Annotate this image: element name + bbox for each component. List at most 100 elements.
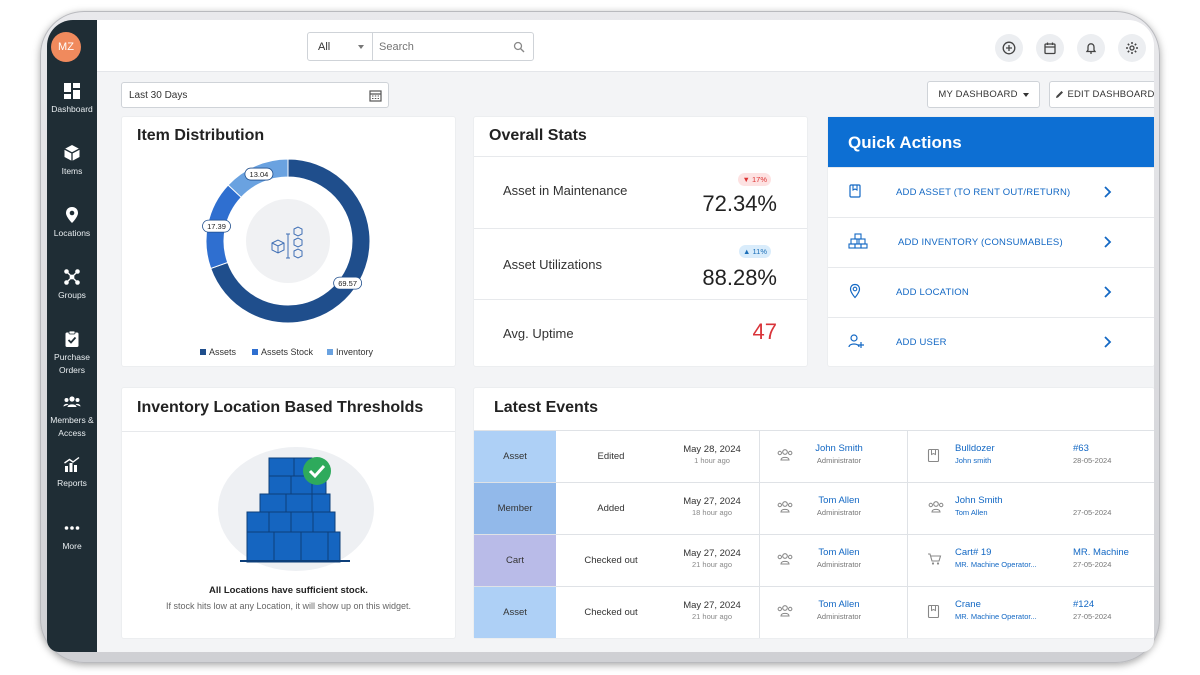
event-item-link[interactable]: Crane	[955, 599, 981, 610]
stat-row: Asset in Maintenance ▼ 17% 72.34%	[474, 156, 807, 228]
members-icon	[63, 396, 81, 407]
table-row[interactable]: Cart Checked out May 27, 2024 21 hour ago To…	[474, 534, 1154, 586]
event-item-link[interactable]: Cart# 19	[955, 547, 992, 558]
bell-icon	[1085, 43, 1097, 54]
column-divider	[907, 483, 908, 534]
sidebar-item-members-access[interactable]: Members & Access	[47, 393, 103, 439]
sidebar-item-label: Reports	[57, 478, 87, 488]
settings-button[interactable]	[1118, 34, 1146, 62]
event-time-ago: 21 hour ago	[691, 612, 733, 621]
donut-value-text: 69.57	[338, 279, 357, 288]
event-item-sub[interactable]: MR. Machine Operator...	[955, 560, 1037, 569]
groups-icon	[64, 269, 80, 285]
quick-action-add-location[interactable]: ADD LOCATION	[828, 267, 1154, 317]
edit-dashboard-button[interactable]: EDIT DASHBOARD	[1049, 81, 1154, 108]
quick-actions-card: Quick Actions ADD ASSET (TO RENT OUT/RET…	[828, 117, 1154, 366]
stat-value: 88.28%	[702, 265, 777, 290]
event-ref-link[interactable]: #124	[1073, 599, 1095, 610]
threshold-message: All Locations have sufficient stock.	[209, 585, 368, 596]
stat-row: Asset Utilizations ▲ 11% 88.28%	[474, 228, 807, 299]
sidebar-item-dashboard[interactable]: Dashboard	[47, 82, 103, 116]
quick-action-add-asset[interactable]: ADD ASSET (TO RENT OUT/RETURN)	[828, 167, 1154, 217]
stat-value: 47	[752, 319, 777, 344]
sidebar-item-reports[interactable]: Reports	[47, 456, 103, 490]
my-dashboard-button[interactable]: MY DASHBOARD	[927, 81, 1040, 108]
sidebar: MZ Dashboard Items Locations Groups Purc…	[47, 20, 97, 652]
add-circle-button[interactable]	[995, 34, 1023, 62]
people-icon	[777, 605, 793, 617]
event-item-sub[interactable]: John smith	[955, 456, 992, 465]
card-title: Overall Stats	[489, 127, 587, 144]
event-action: Checked out	[584, 607, 638, 618]
event-person-icon-wrap	[776, 448, 794, 467]
trend-down-badge: ▼ 17%	[738, 173, 771, 186]
item-distribution-card: Item Distribution 69.57 17.39 13.04 Assets…	[122, 117, 455, 366]
legend-swatch	[252, 349, 258, 355]
event-action: Edited	[597, 451, 625, 462]
event-person-link[interactable]: Tom Allen	[818, 495, 860, 506]
stat-value: 72.34%	[702, 191, 777, 216]
table-row[interactable]: Asset Checked out May 27, 2024 21 hour ago T…	[474, 586, 1154, 638]
my-dashboard-label: MY DASHBOARD	[938, 89, 1018, 100]
card-title: Item Distribution	[137, 127, 265, 144]
legend-item-assets: Assets	[200, 347, 236, 357]
calendar-button[interactable]	[1036, 34, 1064, 62]
events-table: Asset Edited May 28, 2024 1 hour ago John Sm…	[474, 430, 1154, 638]
legend-item-inventory: Inventory	[327, 347, 373, 357]
stat-label: Asset Utilizations	[503, 257, 602, 272]
trend-up-badge: ▲ 11%	[739, 245, 771, 258]
legend-label: Inventory	[336, 347, 374, 357]
event-person-link[interactable]: Tom Allen	[818, 547, 860, 558]
sidebar-item-label: Dashboard	[51, 104, 93, 114]
avatar[interactable]: MZ	[51, 32, 81, 62]
sidebar-item-label: Groups	[58, 290, 86, 300]
chevron-down-icon	[358, 45, 364, 49]
event-time-ago: 18 hour ago	[691, 508, 733, 517]
event-ref-link[interactable]: #63	[1073, 443, 1089, 454]
event-type-badge: Asset	[474, 431, 556, 482]
sidebar-item-items[interactable]: Items	[47, 144, 103, 178]
asset-tag-icon	[849, 184, 861, 198]
boxes-icon	[848, 233, 868, 249]
stat-row: Avg. Uptime 47	[474, 299, 807, 366]
event-person-role: Administrator	[816, 508, 862, 517]
sidebar-item-purchase-orders[interactable]: Purchase Orders	[47, 330, 103, 376]
event-item-link[interactable]: Bulldozer	[955, 443, 995, 454]
table-row[interactable]: Asset Edited May 28, 2024 1 hour ago John Sm…	[474, 430, 1154, 482]
event-action: Added	[597, 503, 625, 514]
event-ref-link[interactable]: MR. Machine	[1073, 547, 1129, 558]
legend-label: Assets Stock	[261, 347, 314, 357]
chevron-right-icon	[1104, 236, 1112, 248]
search-scope-select[interactable]: All	[308, 33, 373, 60]
notifications-button[interactable]	[1077, 34, 1105, 62]
event-ref-date: 27-05-2024	[1073, 560, 1112, 569]
search-input[interactable]	[373, 33, 533, 60]
date-range-picker[interactable]: Last 30 Days	[121, 82, 389, 108]
sidebar-item-label: More	[62, 541, 82, 551]
sidebar-item-more[interactable]: More	[47, 519, 103, 553]
event-type-badge: Asset	[474, 587, 556, 638]
asset-tag-icon	[927, 448, 940, 463]
event-item-sub[interactable]: MR. Machine Operator...	[955, 612, 1037, 621]
event-item-link[interactable]: John Smith	[955, 495, 1003, 506]
event-person-link[interactable]: Tom Allen	[818, 599, 860, 610]
column-divider	[759, 587, 760, 638]
event-item-sub[interactable]: Tom Allen	[955, 508, 988, 517]
edit-dashboard-label: EDIT DASHBOARD	[1067, 89, 1154, 100]
sidebar-item-locations[interactable]: Locations	[47, 206, 103, 240]
badge-value: 11%	[752, 247, 767, 256]
sidebar-item-label: Items	[61, 166, 83, 176]
table-row[interactable]: Member Added May 27, 2024 18 hour ago Tom Al…	[474, 482, 1154, 534]
event-person-link[interactable]: John Smith	[815, 443, 863, 454]
sidebar-item-label: Purchase Orders	[54, 352, 90, 375]
quick-action-add-inventory[interactable]: ADD INVENTORY (CONSUMABLES)	[828, 217, 1154, 267]
sufficient-stock-illustration	[218, 447, 374, 571]
event-person-icon-wrap	[776, 552, 794, 571]
donut-slice-assets[interactable]	[210, 158, 371, 324]
event-date: May 27, 2024	[683, 600, 741, 611]
chevron-right-icon	[1104, 286, 1112, 298]
legend-swatch	[327, 349, 333, 355]
quick-action-add-user[interactable]: ADD USER	[828, 317, 1154, 367]
sidebar-item-groups[interactable]: Groups	[47, 268, 103, 302]
search-icon[interactable]	[513, 41, 525, 53]
